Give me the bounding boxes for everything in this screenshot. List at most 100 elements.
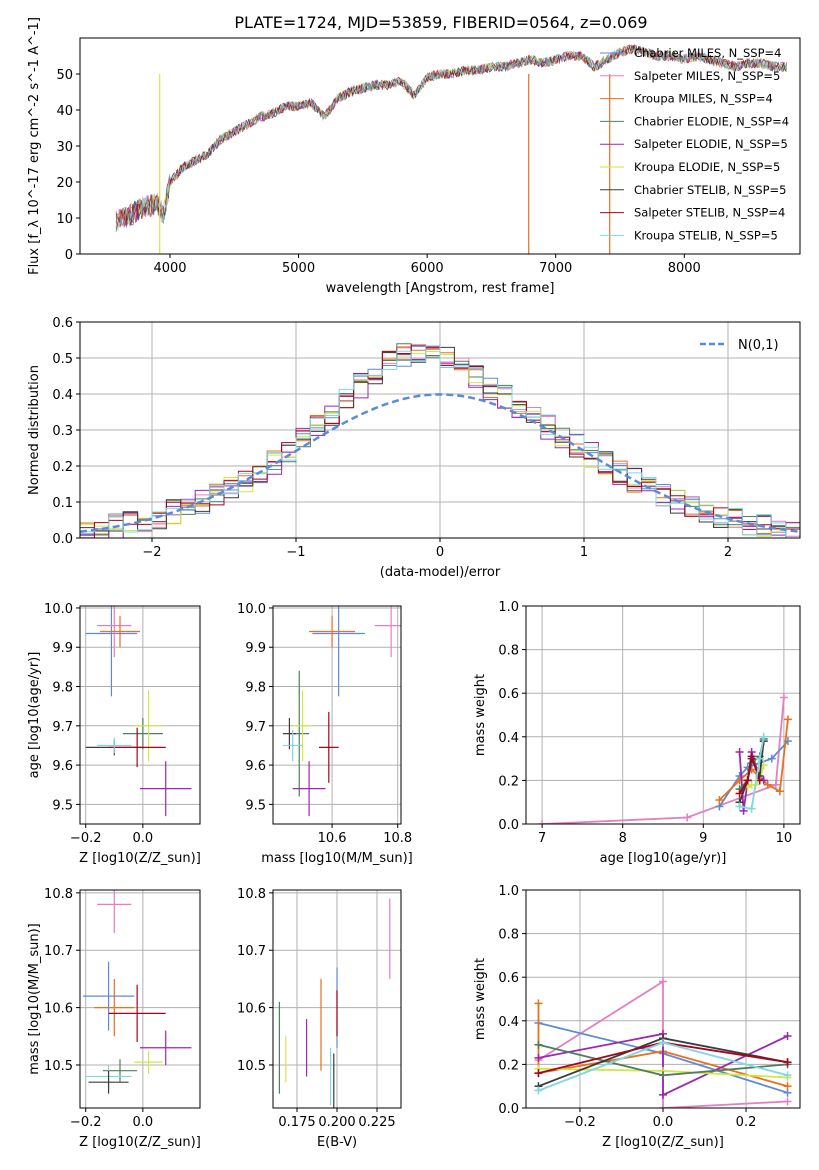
- y-axis-label: Normed distribution: [27, 365, 42, 495]
- weight-marker: [743, 776, 752, 785]
- y-tick-label: 0.4: [498, 1015, 519, 1030]
- weight-marker: [534, 1086, 543, 1095]
- x-axis-label: Z [log10(Z/Z_sun)]: [79, 851, 201, 866]
- errorbar-point: [88, 1070, 129, 1094]
- y-tick-label: 0.0: [498, 818, 519, 833]
- errorbar-point: [82, 961, 135, 1031]
- y-tick-label: 9.5: [245, 798, 266, 813]
- x-tick-label: −0.2: [70, 1115, 102, 1130]
- weight-marker: [783, 1082, 792, 1091]
- plot-area: [80, 890, 200, 1108]
- weight-marker: [771, 780, 780, 789]
- y-axis-label: mass [log10(M/M_sun)]: [27, 923, 42, 1075]
- errorbars-age_vs_mass: [282, 606, 401, 817]
- weight-marker: [659, 977, 667, 986]
- errorbar-point: [97, 890, 132, 934]
- spectrum-lines: [115, 44, 787, 254]
- weight-marker: [534, 1040, 543, 1049]
- weight-lines-weight_vs_age: [538, 693, 792, 824]
- normal-reference-curve: [80, 393, 800, 533]
- y-tick-label: 9.8: [52, 681, 73, 696]
- weight-marker: [783, 1058, 792, 1067]
- errorbar-point: [134, 690, 163, 762]
- weight-marker: [659, 1104, 667, 1108]
- x-tick-label: 0: [436, 545, 444, 560]
- errorbar-point: [312, 606, 365, 697]
- y-tick-label: 0.4: [498, 731, 519, 746]
- weight-marker: [779, 693, 788, 702]
- y-tick-label: 0.6: [498, 687, 519, 702]
- weight-marker: [767, 754, 776, 763]
- weight-marker: [783, 715, 792, 724]
- legend-entry: Chabrier ELODIE, N_SSP=4: [634, 114, 789, 128]
- weight-marker: [534, 999, 543, 1008]
- x-tick-label: 10.6: [318, 831, 347, 846]
- axes-frame: [79, 889, 201, 1109]
- y-tick-label: 9.6: [245, 759, 266, 774]
- weight-marker: [783, 1097, 792, 1106]
- x-tick-label: 0.0: [133, 1115, 154, 1130]
- weight-marker: [763, 780, 772, 789]
- legend-entry: Chabrier STELIB, N_SSP=5: [634, 183, 786, 197]
- x-axis-label: (data-model)/error: [380, 565, 501, 580]
- x-tick-label: 0.175: [278, 1115, 315, 1130]
- weight-series-line: [538, 1032, 788, 1097]
- x-tick-label: 8000: [668, 261, 701, 276]
- legend-entry: N(0,1): [738, 338, 779, 353]
- y-tick-label: 10.6: [237, 1002, 266, 1017]
- x-axis-label: mass [log10(M/M_sun)]: [261, 851, 413, 866]
- weight-marker: [659, 1090, 667, 1099]
- spectrum-series-line: [115, 45, 787, 233]
- y-tick-label: 10.6: [44, 1002, 73, 1017]
- y-tick-label: 9.6: [52, 759, 73, 774]
- y-axis-label: age [log10(age/yr)]: [27, 652, 42, 779]
- y-tick-label: 20: [56, 176, 73, 191]
- x-tick-label: 6000: [411, 261, 444, 276]
- weight-marker: [739, 806, 748, 815]
- errorbar-point: [97, 606, 132, 658]
- weight-marker: [747, 804, 756, 813]
- x-tick-label: 1: [580, 545, 588, 560]
- y-tick-label: 30: [56, 140, 73, 155]
- y-tick-label: 9.9: [245, 641, 266, 656]
- plot-area: [273, 606, 401, 824]
- x-tick-label: 5000: [282, 261, 315, 276]
- y-tick-label: 0.4: [52, 388, 73, 403]
- weight-marker: [735, 802, 744, 811]
- y-tick-label: 10.0: [44, 602, 73, 617]
- x-axis-label: wavelength [Angstrom, rest frame]: [326, 281, 555, 296]
- axes-frame: [79, 605, 201, 825]
- y-tick-label: 40: [56, 104, 73, 119]
- errorbars-age_vs_Z: [85, 606, 192, 817]
- errorbar-point: [282, 729, 303, 762]
- errorbar-point: [134, 1050, 163, 1074]
- legend-entry: Salpeter STELIB, N_SSP=4: [634, 206, 785, 220]
- y-tick-label: 10.5: [44, 1059, 73, 1074]
- y-tick-label: 9.8: [245, 681, 266, 696]
- y-tick-label: 50: [56, 68, 73, 83]
- weight-marker: [783, 1071, 792, 1080]
- y-tick-label: 0.5: [52, 352, 73, 367]
- weight-series-line: [739, 736, 765, 810]
- weight-marker: [538, 820, 547, 824]
- histograms: [80, 343, 800, 538]
- y-tick-label: 10.5: [237, 1059, 266, 1074]
- weight-marker: [534, 1053, 543, 1062]
- x-tick-label: 0.200: [318, 1115, 355, 1130]
- frame-age_vs_Z: −0.2 0.0 9.5 9.6 9.7 9.8 9.9 10.0 Z [log10(Z/Z_s…: [27, 602, 201, 866]
- weight-series-line: [542, 697, 785, 824]
- axes-mass_vs_Z: [80, 890, 200, 1108]
- spectrum-series-line: [115, 44, 787, 232]
- y-tick-label: 10: [56, 212, 73, 227]
- y-tick-label: 9.5: [52, 798, 73, 813]
- errorbar-point: [140, 761, 192, 817]
- plot-area: [80, 606, 200, 824]
- figure-title: PLATE=1724, MJD=53859, FIBERID=0564, z=0…: [234, 13, 647, 32]
- y-axis-label: Flux [f_λ 10^-17 erg cm^-2 s^-1 A^-1]: [27, 17, 42, 275]
- y-tick-label: 10.7: [44, 944, 73, 959]
- x-axis-label: age [log10(age/yr)]: [600, 851, 727, 866]
- frame-mass_vs_ebv: 0.175 0.200 0.225 10.5 10.6 10.7 10.8 E(B-V): [237, 887, 402, 1150]
- x-tick-label: 9: [699, 831, 707, 846]
- weight-marker: [659, 1038, 667, 1047]
